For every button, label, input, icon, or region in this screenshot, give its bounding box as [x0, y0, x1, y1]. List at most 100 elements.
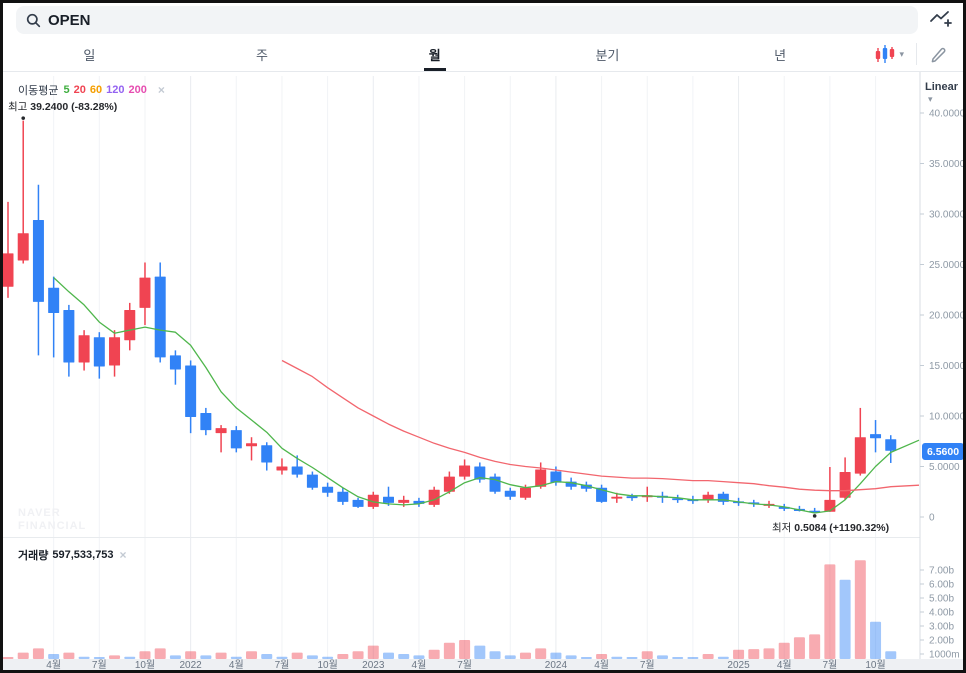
high-annotation: 최고 39.2400 (-83.28%): [8, 99, 117, 114]
ma-periods: 5 20 60 120 200: [63, 84, 150, 96]
tab-week[interactable]: 주: [256, 47, 269, 63]
candle-body: [3, 253, 14, 287]
candle-body: [626, 496, 638, 499]
compare-chart-icon[interactable]: [927, 9, 955, 31]
candle-body: [383, 496, 394, 503]
x-tick-label: 2024: [545, 660, 568, 670]
tab-strip: 일 주 월 분기 년: [3, 37, 866, 71]
volume-bar: [291, 652, 303, 659]
volume-bar: [748, 649, 760, 659]
ma-line-ma5: [53, 277, 920, 514]
ma-period-5: 5: [63, 84, 70, 96]
volume-bar: [839, 579, 851, 659]
candle-body: [702, 494, 714, 500]
low-annotation: 최저 0.5084 (+1190.32%): [772, 520, 889, 535]
volume-bar: [185, 651, 197, 659]
tab-day[interactable]: 일: [83, 47, 96, 63]
low-label: 최저: [772, 522, 792, 534]
volume-bar: [626, 657, 638, 659]
volume-bar: [474, 645, 486, 659]
watermark: NAVER FINANCIAL: [18, 507, 86, 532]
ma-line-ma20: [281, 359, 920, 492]
volume-bar: [413, 655, 425, 659]
volume-bar: [109, 655, 121, 659]
search-box[interactable]: [16, 6, 918, 34]
volume-bar: [306, 655, 318, 659]
volume-bar: [200, 655, 212, 659]
volume-bar: [778, 642, 790, 659]
ma-legend-label: 이동평균: [18, 85, 59, 97]
candle-body: [611, 496, 623, 499]
high-change: (-83.28%): [71, 101, 118, 113]
candle-body: [839, 472, 851, 498]
draw-tool-button[interactable]: [921, 43, 955, 65]
volume-bar: [809, 634, 821, 659]
volume-bar: [63, 652, 75, 659]
high-value: 39.2400: [30, 101, 69, 113]
volume-bar: [17, 652, 29, 659]
volume-bar: [154, 648, 166, 659]
candle-body: [32, 220, 44, 302]
volume-bar: [854, 560, 866, 659]
x-tick-label: 10월: [317, 659, 337, 670]
candle-body: [261, 445, 273, 463]
high-dot: [21, 116, 26, 120]
y-tick-label: 25.0000: [929, 260, 963, 271]
candle-body: [230, 430, 242, 449]
volume-bar: [885, 651, 897, 659]
volume-tick-label: 2.00b: [929, 636, 954, 647]
chart-type-selector[interactable]: ▾: [866, 42, 912, 66]
volume-bar: [443, 642, 455, 659]
ma-period-60: 60: [89, 84, 103, 96]
line-chart-plus-icon: [930, 11, 952, 27]
candle-body: [93, 337, 105, 367]
volume-legend-label: 거래량: [18, 550, 49, 562]
volume-bar: [398, 654, 410, 659]
candle-body: [443, 476, 455, 492]
candle-body: [535, 469, 547, 487]
moving-average-legend: 이동평균 5 20 60 120 200 ×: [18, 82, 165, 98]
volume-tick-label: 4.00b: [929, 608, 954, 619]
y-tick-label: 20.0000: [929, 311, 963, 322]
candle-body: [322, 486, 334, 493]
tab-year[interactable]: 년: [774, 47, 787, 63]
volume-bar: [459, 640, 471, 659]
volume-bar: [611, 656, 623, 659]
x-tick-label: 4월: [777, 659, 792, 670]
x-tick-label: 2025: [727, 660, 750, 670]
volume-legend-close-icon[interactable]: ×: [119, 548, 127, 562]
candle-body: [185, 365, 197, 418]
volume-bar: [78, 656, 90, 659]
y-tick-label: 5.0000: [929, 462, 960, 473]
volume-bar: [337, 654, 349, 659]
scale-selector[interactable]: Linear ▾: [925, 81, 963, 105]
candle-body: [17, 233, 29, 261]
candle-body: [48, 287, 60, 313]
x-tick-label: 2022: [180, 660, 203, 670]
volume-bar: [702, 654, 714, 659]
stock-chart-app: 4월 7월 10월 2022 4월 7월 10월 2023 4월 7월 2024 4월 7월 2025 4월…: [3, 3, 963, 670]
candle-body: [306, 474, 318, 488]
volume-bar: [367, 645, 379, 659]
y-tick-label: 35.0000: [929, 159, 963, 170]
scale-label: Linear: [925, 81, 959, 93]
ma-legend-close-icon[interactable]: ×: [157, 83, 165, 97]
x-tick-label: 7월: [640, 659, 655, 670]
search-input[interactable]: [48, 11, 908, 29]
tab-month[interactable]: 월: [348, 37, 521, 71]
volume-bar: [672, 657, 684, 659]
watermark-line2: FINANCIAL: [18, 519, 87, 532]
x-tick-label: 7월: [92, 659, 107, 670]
search-icon: [26, 13, 41, 27]
volume-bar: [793, 637, 805, 659]
tab-quarter[interactable]: 분기: [595, 47, 620, 63]
volume-bar: [489, 651, 501, 659]
volume-bar: [246, 651, 258, 659]
low-value: 0.5084: [794, 522, 827, 534]
ma-period-20: 20: [73, 84, 86, 96]
x-tick-label: 7월: [822, 659, 837, 670]
volume-bar: [93, 657, 105, 659]
volume-bar: [32, 648, 44, 659]
volume-bar: [48, 654, 60, 659]
